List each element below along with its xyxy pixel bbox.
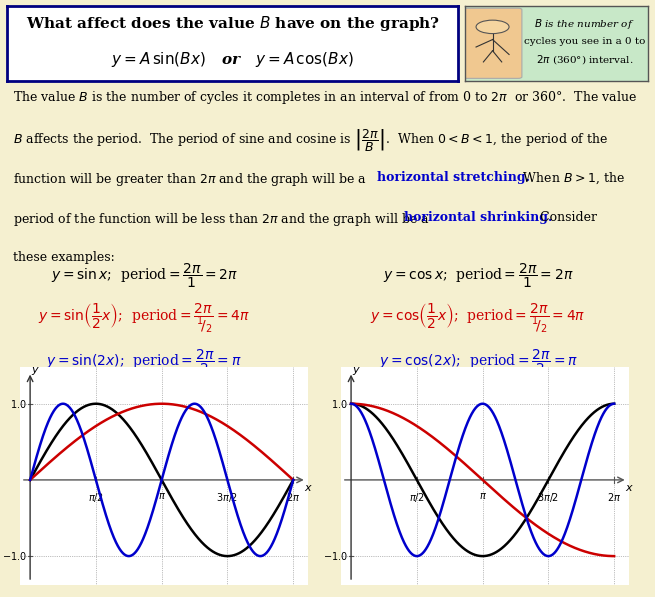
Text: $\mathbf{\mathit{B}}$ affects the period.  The period of sine and cosine is $\le: $\mathbf{\mathit{B}}$ affects the period… bbox=[13, 127, 608, 153]
Text: $\pi/2$: $\pi/2$ bbox=[409, 491, 425, 504]
Text: x: x bbox=[305, 482, 311, 493]
Text: The value $\mathbf{\mathit{B}}$ is the number of cycles it completes in an inter: The value $\mathbf{\mathit{B}}$ is the n… bbox=[13, 89, 637, 106]
Text: $1.0$: $1.0$ bbox=[10, 398, 27, 410]
Text: period of the function will be less than $2\pi$ and the graph will be a: period of the function will be less than… bbox=[13, 211, 430, 228]
Text: horizontal shrinking.: horizontal shrinking. bbox=[404, 211, 553, 224]
Text: cycles you see in a 0 to: cycles you see in a 0 to bbox=[523, 37, 645, 47]
Text: When $\mathbf{\mathit{B}} > 1$, the: When $\mathbf{\mathit{B}} > 1$, the bbox=[515, 171, 625, 186]
Text: horizontal stretching.: horizontal stretching. bbox=[377, 171, 531, 184]
Text: $y = \cos x$;  period$=\dfrac{2\pi}{1} = 2\pi$: $y = \cos x$; period$=\dfrac{2\pi}{1} = … bbox=[383, 261, 574, 290]
Text: $2\pi$ (360°) interval.: $2\pi$ (360°) interval. bbox=[536, 53, 633, 66]
Text: $\mathit{B}$ is the number of: $\mathit{B}$ is the number of bbox=[534, 17, 635, 31]
Text: $-1.0$: $-1.0$ bbox=[2, 550, 27, 562]
Text: $\pi$: $\pi$ bbox=[158, 491, 166, 501]
Text: x: x bbox=[626, 482, 632, 493]
Text: function will be greater than $2\pi$ and the graph will be a: function will be greater than $2\pi$ and… bbox=[13, 171, 367, 188]
Text: y: y bbox=[352, 365, 358, 375]
Text: Consider: Consider bbox=[532, 211, 597, 224]
Text: $3\pi/2$: $3\pi/2$ bbox=[216, 491, 238, 504]
Text: $3\pi/2$: $3\pi/2$ bbox=[537, 491, 559, 504]
Text: $y = \cos\!\left(\dfrac{1}{2}x\right)$;  period$=\dfrac{2\pi}{\,^{1}\!/_{2}} = 4: $y = \cos\!\left(\dfrac{1}{2}x\right)$; … bbox=[371, 301, 586, 335]
Text: y: y bbox=[31, 365, 37, 375]
Text: $-1.0$: $-1.0$ bbox=[323, 550, 348, 562]
FancyBboxPatch shape bbox=[463, 8, 522, 78]
Text: $y = \sin\!\left(\dfrac{1}{2}x\right)$;  period$=\dfrac{2\pi}{\,^{1}\!/_{2}} = 4: $y = \sin\!\left(\dfrac{1}{2}x\right)$; … bbox=[38, 301, 250, 335]
Text: $y = \sin(2x)$;  period$=\dfrac{2\pi}{2} = \pi$: $y = \sin(2x)$; period$=\dfrac{2\pi}{2} … bbox=[47, 348, 242, 376]
Text: these examples:: these examples: bbox=[13, 251, 115, 264]
Circle shape bbox=[476, 20, 509, 33]
Text: $\pi$: $\pi$ bbox=[479, 491, 487, 501]
Text: What affect does the value $\mathbf{\mathit{B}}$ have on the graph?: What affect does the value $\mathbf{\mat… bbox=[26, 14, 440, 33]
Text: $y = \cos(2x)$;  period$=\dfrac{2\pi}{2} = \pi$: $y = \cos(2x)$; period$=\dfrac{2\pi}{2} … bbox=[379, 348, 578, 376]
Text: $2\pi$: $2\pi$ bbox=[286, 491, 300, 503]
Text: $y = A\,\sin(Bx)$   or   $y = A\,\cos(Bx)$: $y = A\,\sin(Bx)$ or $y = A\,\cos(Bx)$ bbox=[111, 50, 354, 69]
Text: $2\pi$: $2\pi$ bbox=[607, 491, 621, 503]
Text: $\pi/2$: $\pi/2$ bbox=[88, 491, 104, 504]
Text: $y = \sin x$;  period$=\dfrac{2\pi}{1} = 2\pi$: $y = \sin x$; period$=\dfrac{2\pi}{1} = … bbox=[50, 261, 238, 290]
Text: $1.0$: $1.0$ bbox=[331, 398, 348, 410]
